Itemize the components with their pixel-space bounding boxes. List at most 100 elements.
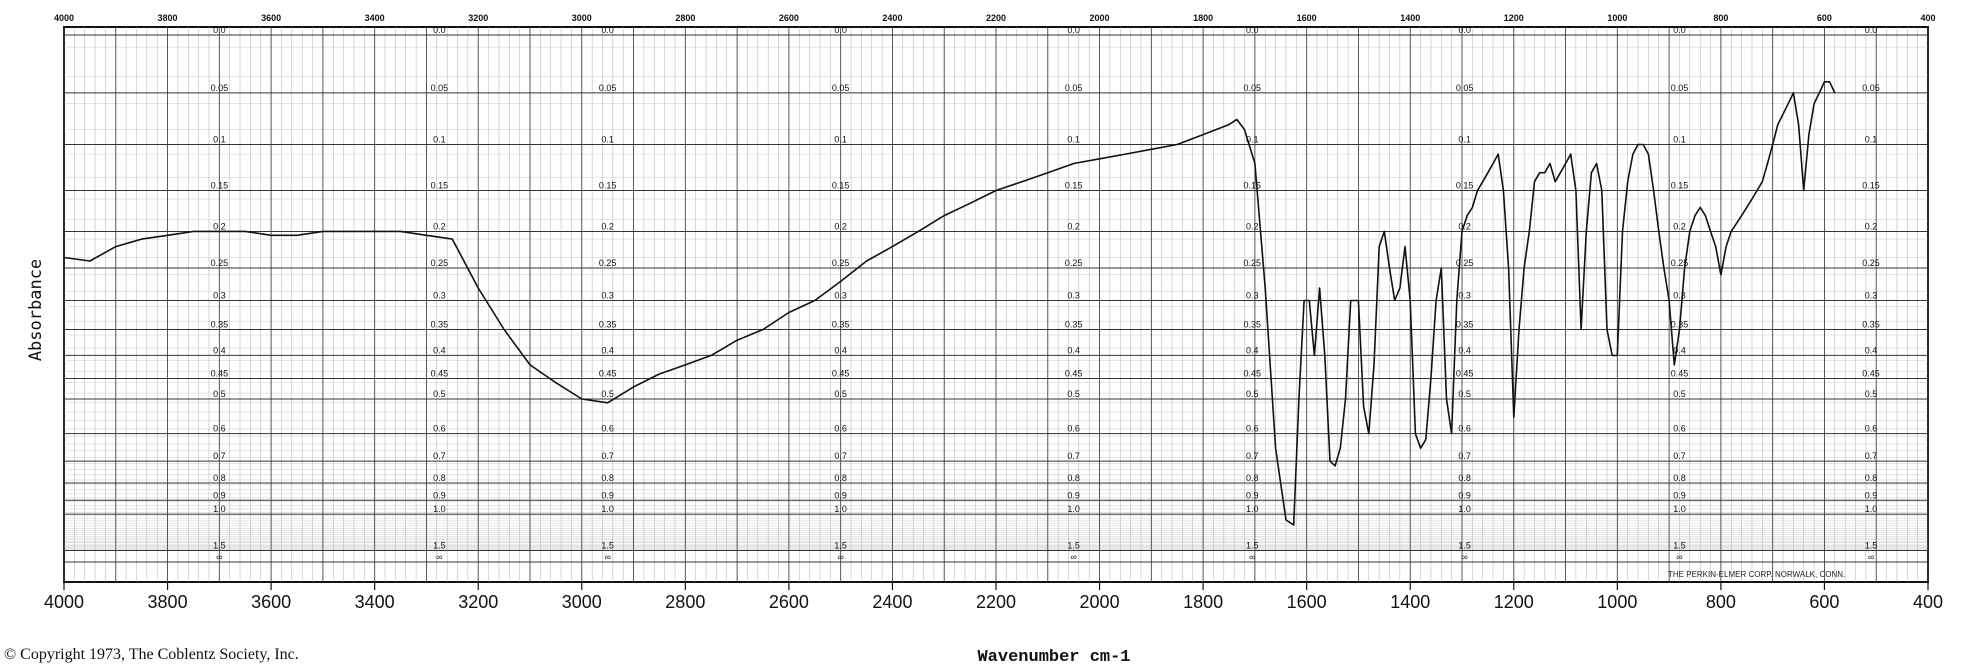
bottom-tick-label: 3400 xyxy=(355,592,395,612)
absorbance-scale-label: ∞ xyxy=(1868,552,1874,562)
absorbance-scale-label: 0.8 xyxy=(1067,473,1080,483)
absorbance-scale-label: 0.6 xyxy=(213,424,226,434)
bottom-tick-label: 2400 xyxy=(872,592,912,612)
absorbance-scale-label: 0.4 xyxy=(213,345,226,355)
absorbance-scale-label: 1.0 xyxy=(213,504,226,514)
absorbance-scale-label: 0.25 xyxy=(1671,258,1689,268)
absorbance-scale-label: 0.9 xyxy=(1673,490,1686,500)
absorbance-scale-label: 1.0 xyxy=(1458,504,1471,514)
absorbance-scale-label: 0.45 xyxy=(431,368,449,378)
absorbance-scale-label: 0.1 xyxy=(834,134,847,144)
absorbance-scale-label: 0.5 xyxy=(834,389,847,399)
absorbance-scale-label: 0.6 xyxy=(1067,424,1080,434)
bottom-tick-label: 1800 xyxy=(1183,592,1223,612)
absorbance-scale-label: 0.3 xyxy=(601,291,614,301)
absorbance-scale-label: 0.9 xyxy=(834,490,847,500)
absorbance-scale-label: 0.1 xyxy=(213,134,226,144)
absorbance-scale-label: 0.15 xyxy=(211,180,229,190)
absorbance-scale-label: 0.2 xyxy=(213,221,226,231)
top-tick-label: 3400 xyxy=(365,13,385,23)
absorbance-scale-label: 0.2 xyxy=(1067,221,1080,231)
absorbance-scale-label: 0.1 xyxy=(433,134,446,144)
absorbance-scale-label: 1.0 xyxy=(433,504,446,514)
bottom-tick-label: 1400 xyxy=(1390,592,1430,612)
top-tick-label: 1000 xyxy=(1607,13,1627,23)
absorbance-scale-label: 0.25 xyxy=(1065,258,1083,268)
absorbance-scale-label: 0.5 xyxy=(433,389,446,399)
absorbance-scale-label: 0.1 xyxy=(1673,134,1686,144)
absorbance-scale-label: 0.8 xyxy=(834,473,847,483)
absorbance-scale-label: 0.7 xyxy=(213,451,226,461)
top-tick-label: 1400 xyxy=(1400,13,1420,23)
top-tick-label: 2600 xyxy=(779,13,799,23)
absorbance-scale-label: 0.0 xyxy=(1865,25,1878,35)
absorbance-scale-label: 0.7 xyxy=(834,451,847,461)
bottom-tick-label: 800 xyxy=(1706,592,1736,612)
absorbance-scale-label: 0.15 xyxy=(1244,180,1262,190)
top-tick-label: 3800 xyxy=(158,13,178,23)
bottom-tick-label: 2000 xyxy=(1080,592,1120,612)
absorbance-scale-label: 0.7 xyxy=(1458,451,1471,461)
absorbance-scale-label: 0.45 xyxy=(1065,368,1083,378)
absorbance-scale-label: 0.6 xyxy=(1673,424,1686,434)
absorbance-scale-label: 0.8 xyxy=(1246,473,1259,483)
absorbance-scale-label: 0.15 xyxy=(1456,180,1474,190)
absorbance-scale-label: 0.05 xyxy=(211,83,229,93)
absorbance-scale-label: 1.0 xyxy=(1673,504,1686,514)
absorbance-scale-label: 0.15 xyxy=(431,180,449,190)
absorbance-scale-label: 0.6 xyxy=(601,424,614,434)
absorbance-scale-label: 1.5 xyxy=(1458,540,1471,550)
top-tick-label: 4000 xyxy=(54,13,74,23)
absorbance-scale-label: 0.25 xyxy=(1862,258,1880,268)
copyright-notice: © Copyright 1973, The Coblentz Society, … xyxy=(4,646,299,663)
absorbance-scale-label: 0.5 xyxy=(601,389,614,399)
top-tick-label: 3000 xyxy=(572,13,592,23)
absorbance-scale-label: 0.1 xyxy=(1865,134,1878,144)
absorbance-scale-label: 0.5 xyxy=(1865,389,1878,399)
absorbance-scale-label: 0.4 xyxy=(1673,345,1686,355)
absorbance-scale-label: 0.8 xyxy=(1673,473,1686,483)
absorbance-scale-label: 0.15 xyxy=(832,180,850,190)
absorbance-scale-label: 0.2 xyxy=(1246,221,1259,231)
absorbance-scale-label: 1.0 xyxy=(1865,504,1878,514)
absorbance-scale-label: 0.7 xyxy=(601,451,614,461)
absorbance-scale-label: 0.1 xyxy=(601,134,614,144)
absorbance-scale-label: 0.4 xyxy=(433,345,446,355)
absorbance-scale-label: 0.35 xyxy=(1244,320,1262,330)
absorbance-scale-label: 0.25 xyxy=(832,258,850,268)
absorbance-scale-label: 0.4 xyxy=(601,345,614,355)
absorbance-scale-label: 0.0 xyxy=(1673,25,1686,35)
absorbance-scale-label: 0.2 xyxy=(1673,221,1686,231)
absorbance-scale-label: 0.0 xyxy=(1458,25,1471,35)
absorbance-scale-label: 0.4 xyxy=(834,345,847,355)
absorbance-scale-label: 0.05 xyxy=(832,83,850,93)
absorbance-scale-label: 0.7 xyxy=(1067,451,1080,461)
absorbance-scale-label: 0.8 xyxy=(213,473,226,483)
absorbance-scale-label: 0.4 xyxy=(1458,345,1471,355)
absorbance-scale-label: 0.2 xyxy=(834,221,847,231)
top-tick-label: 2000 xyxy=(1090,13,1110,23)
absorbance-scale-label: 0.1 xyxy=(1067,134,1080,144)
bottom-tick-label: 3800 xyxy=(148,592,188,612)
absorbance-scale-label: 0.05 xyxy=(599,83,617,93)
absorbance-scale-label: 1.5 xyxy=(1246,540,1259,550)
absorbance-scale-label: 0.5 xyxy=(1246,389,1259,399)
top-tick-label: 3200 xyxy=(468,13,488,23)
major-grid xyxy=(63,27,1929,582)
absorbance-scale-label: 0.3 xyxy=(1458,291,1471,301)
absorbance-scale-label: 0.25 xyxy=(211,258,229,268)
absorbance-scale-label: 0.05 xyxy=(1244,83,1262,93)
bottom-axis-ticks: 4000 3800 3600 3400 3200 3000 2800 2600 2400 2200… xyxy=(44,582,1943,612)
absorbance-scale-label: 0.6 xyxy=(433,424,446,434)
absorbance-scale-label: 0.5 xyxy=(1673,389,1686,399)
absorbance-scale-label: 0.45 xyxy=(1456,368,1474,378)
top-tick-label: 800 xyxy=(1713,13,1728,23)
spectrum-line xyxy=(63,81,1836,526)
absorbance-scale-label: 0.35 xyxy=(211,320,229,330)
absorbance-scale-label: 0.3 xyxy=(433,291,446,301)
absorbance-scale-label: 0.3 xyxy=(1673,291,1686,301)
absorbance-scale-label: 0.05 xyxy=(1065,83,1083,93)
absorbance-scale-label: 0.7 xyxy=(1246,451,1259,461)
absorbance-scale-label: 0.3 xyxy=(1067,291,1080,301)
